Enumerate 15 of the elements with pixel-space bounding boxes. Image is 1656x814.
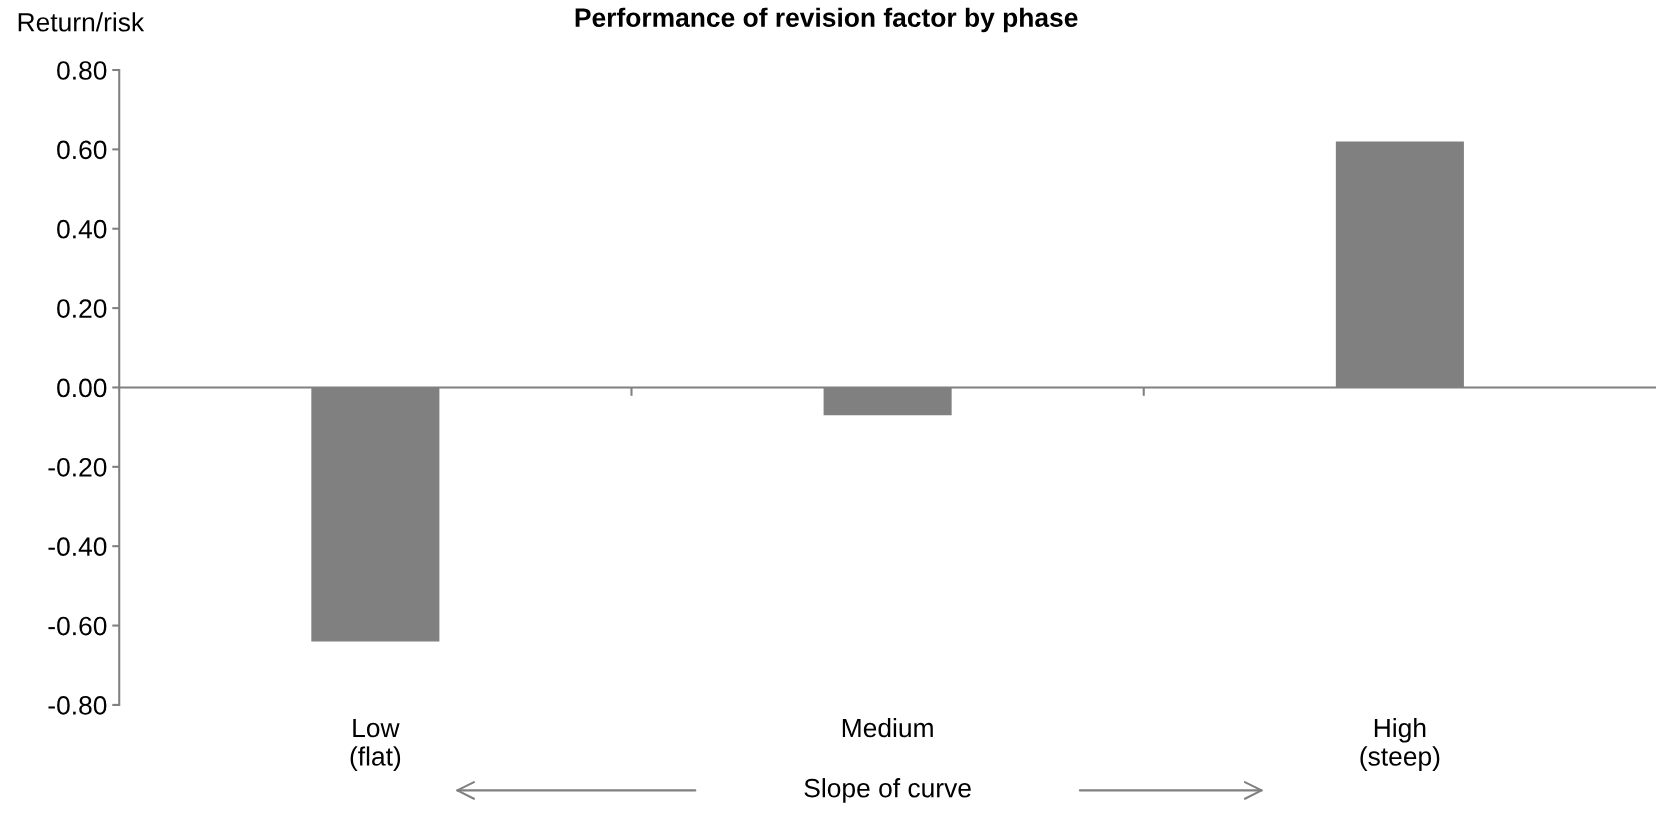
y-tick-label: 0.60 (57, 140, 107, 160)
text: Slope of curve (804, 778, 971, 803)
y-tick-label: 0.20 (57, 299, 107, 318)
x-tick-label: High (steep) (1360, 717, 1440, 771)
y-tick-label: 0.40 (57, 219, 107, 239)
y-axis-title: Return/risk (18, 12, 145, 32)
y-tick-label: -0.80 (48, 696, 107, 715)
x-tick-label: Low (flat) (350, 718, 401, 771)
chart-title: Performance of revision factor by phase (575, 7, 1078, 33)
y-tick-label: 0.80 (57, 61, 107, 80)
y-tick-label: -0.20 (48, 457, 107, 477)
y-tick-label: 0.00 (57, 378, 107, 398)
x-tick-label: Medium (842, 717, 933, 738)
y-tick-label: -0.40 (48, 537, 107, 557)
y-tick-label: -0.60 (48, 616, 107, 636)
